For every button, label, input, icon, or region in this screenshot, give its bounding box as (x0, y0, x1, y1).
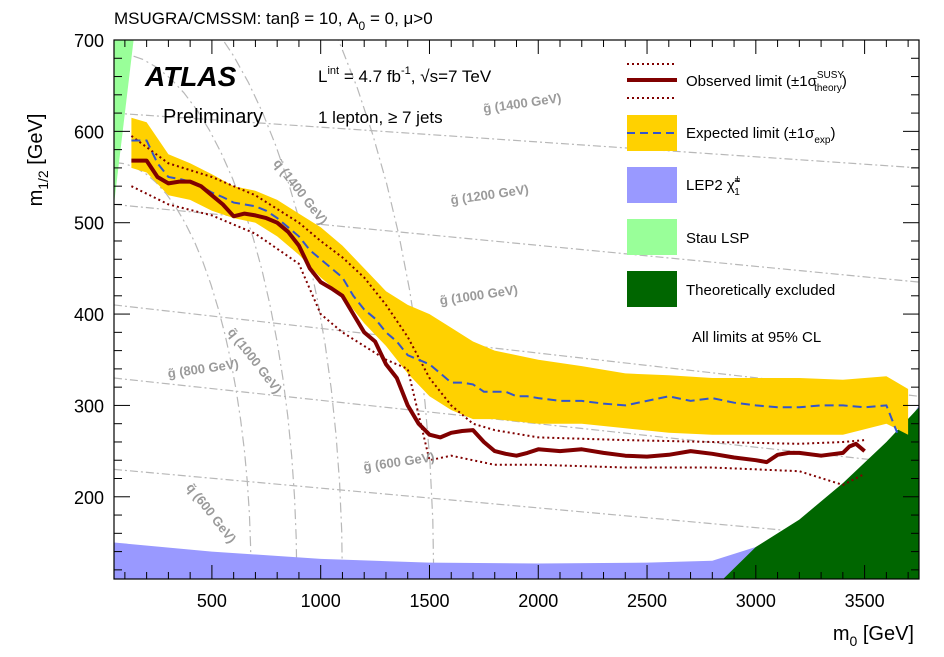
contour-label: g̃ (1200 GeV) (450, 182, 530, 208)
x-tick-label: 1500 (409, 591, 449, 611)
y-tick-label: 700 (74, 31, 104, 51)
observed-theory-plus-line (130, 135, 865, 445)
chart-title: MSUGRA/CMSSM: tanβ = 10, A0 = 0, μ>0 (114, 9, 433, 33)
x-tick-label: 1000 (301, 591, 341, 611)
contour-label: q̃ (600 GeV) (183, 480, 239, 546)
excluded-regions (114, 40, 919, 579)
contour-label: g̃ (1000 GeV) (439, 282, 519, 308)
x-tick-label: 500 (197, 591, 227, 611)
observed-limit-line (131, 158, 866, 465)
gluino-contour-line (114, 112, 919, 169)
x-axis-title: m0 [GeV] (833, 623, 914, 649)
svg-text:LEP2 χ̃±1: LEP2 χ̃± 1 (686, 174, 741, 198)
y-tick-label: 400 (74, 305, 104, 325)
y-axis-title: m1/2 [GeV] (25, 114, 51, 207)
stau-lsp-region (114, 40, 134, 205)
gluino-contour-line (114, 377, 919, 466)
expected-band (131, 117, 909, 435)
svg-text:Stau LSP: Stau LSP (686, 230, 749, 247)
x-tick-label: 2500 (627, 591, 667, 611)
contour-label: g̃ (800 GeV) (167, 356, 240, 381)
y-tick-label: 300 (74, 396, 104, 416)
luminosity-label: Lint = 4.7 fb-1, √s=7 TeV (318, 65, 492, 86)
contour-label: g̃ (1400 GeV) (482, 90, 562, 116)
limit-bands (131, 117, 909, 435)
legend-lep2: LEP2 χ̃± 1 (627, 167, 741, 203)
y-tick-label: 600 (74, 122, 104, 142)
limit-lines (130, 135, 899, 486)
x-tick-label: 3000 (736, 591, 776, 611)
legend-theory: Theoretically excluded (627, 271, 835, 307)
x-tick-label: 2000 (518, 591, 558, 611)
expected-limit-line (131, 139, 899, 434)
preliminary-label: Preliminary (163, 106, 263, 128)
contour-label: g̃ (600 GeV) (363, 449, 436, 474)
legend-stau: Stau LSP (627, 219, 749, 255)
svg-text:Expected limit (±1σexp): Expected limit (±1σexp) (686, 125, 836, 146)
selection-label: 1 lepton, ≥ 7 jets (318, 108, 443, 127)
squark-contour-line (222, 40, 343, 579)
y-tick-label: 200 (74, 488, 104, 508)
legend-observed: Observed limit (±1σSUSY theory) (627, 63, 847, 99)
x-tick-label: 3500 (845, 591, 885, 611)
y-tick-label: 500 (74, 214, 104, 234)
legend: Observed limit (±1σSUSY theory) Expected … (627, 63, 847, 346)
theoretically-excluded-region (723, 407, 919, 579)
legend-expected: Expected limit (±1σexp) (627, 115, 836, 151)
cl-note: All limits at 95% CL (692, 329, 821, 346)
atlas-label: ATLAS (144, 61, 237, 92)
squark-contour-line (114, 161, 252, 579)
svg-text:Theoretically excluded: Theoretically excluded (686, 282, 835, 299)
axis-ticks: 500 1000 1500 2000 2500 3000 3500 200 300 400 500 6… (74, 31, 919, 611)
